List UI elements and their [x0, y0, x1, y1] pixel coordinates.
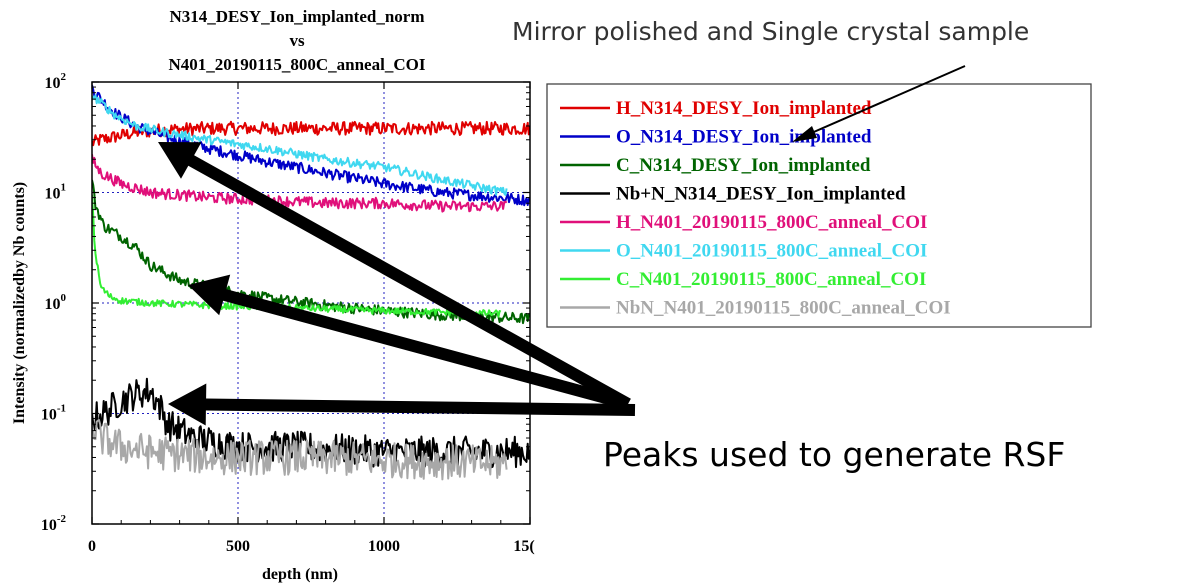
legend-label-2: C_N314_DESY_Ion_implanted — [616, 155, 871, 176]
y-tick-label: 101 — [45, 182, 67, 203]
chart-title-line-2: vs — [289, 31, 305, 50]
legend: H_N314_DESY_Ion_implanted O_N314_DESY_Ion… — [560, 98, 951, 319]
y-tick-label: 10-2 — [41, 513, 67, 534]
x-tick-label: 500 — [226, 538, 250, 555]
legend-label-4: H_N401_20190115_800C_anneal_COI — [616, 212, 927, 233]
chart-title-line-3: N401_20190115_800C_anneal_COI — [169, 55, 426, 74]
series-lines — [92, 84, 530, 481]
legend-label-6: C_N401_20190115_800C_anneal_COI — [616, 269, 926, 290]
legend-box — [546, 83, 1092, 328]
chart-title-line-1: N314_DESY_Ion_implanted_norm — [169, 7, 424, 26]
y-tick-exponent: 0 — [61, 292, 67, 304]
series-line-4 — [92, 154, 508, 213]
legend-label-0: H_N314_DESY_Ion_implanted — [616, 98, 872, 119]
annotation-thin-arrow — [799, 65, 966, 139]
series-line-6 — [92, 194, 502, 318]
legend-label-7: NbN_N401_20190115_800C_anneal_COI — [616, 298, 951, 319]
annotation-peaks-rsf: Peaks used to generate RSF — [603, 435, 1065, 474]
x-tick-label: 15( — [513, 538, 534, 555]
legend-label-1: O_N314_DESY_Ion_implanted — [616, 127, 872, 148]
series-line-5 — [92, 94, 508, 196]
annotation-mirror-polished: Mirror polished and Single crystal sampl… — [512, 17, 1029, 46]
arrow-to-nb-peak — [168, 383, 636, 426]
y-tick-label: 102 — [45, 71, 67, 92]
y-tick-exponent: 1 — [61, 182, 67, 194]
peak-arrows — [158, 142, 636, 426]
series-line-7 — [92, 419, 508, 481]
x-tick-label: 1000 — [368, 538, 400, 555]
y-axis-label: Intensity (normalizedby Nb counts) — [11, 182, 28, 424]
arrow-to-carbon-peak — [188, 274, 630, 410]
y-tick-label: 10-1 — [41, 403, 66, 424]
arrow-to-oxygen-peak — [158, 142, 631, 410]
x-axis-label: depth (nm) — [262, 566, 338, 583]
annotation-thin-arrowhead — [792, 126, 817, 142]
legend-label-3: Nb+N_N314_DESY_Ion_implanted — [616, 184, 906, 205]
y-tick-exponent: -1 — [57, 403, 66, 415]
y-tick-exponent: 2 — [61, 71, 67, 83]
y-tick-exponent: -2 — [57, 513, 67, 525]
y-tick-label: 100 — [45, 292, 67, 313]
legend-label-5: O_N401_20190115_800C_anneal_COI — [616, 241, 927, 262]
x-tick-label: 0 — [88, 538, 96, 555]
